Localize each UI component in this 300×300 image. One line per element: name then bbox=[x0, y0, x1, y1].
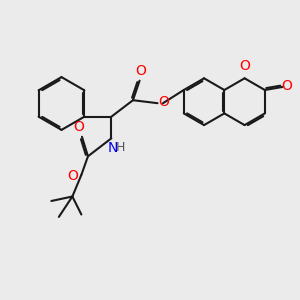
Text: N: N bbox=[108, 141, 119, 155]
Text: O: O bbox=[158, 95, 169, 109]
Text: O: O bbox=[136, 64, 146, 78]
Text: O: O bbox=[281, 80, 292, 93]
Text: O: O bbox=[239, 59, 250, 73]
Text: O: O bbox=[74, 120, 84, 134]
Text: H: H bbox=[116, 141, 125, 154]
Text: O: O bbox=[67, 169, 78, 183]
